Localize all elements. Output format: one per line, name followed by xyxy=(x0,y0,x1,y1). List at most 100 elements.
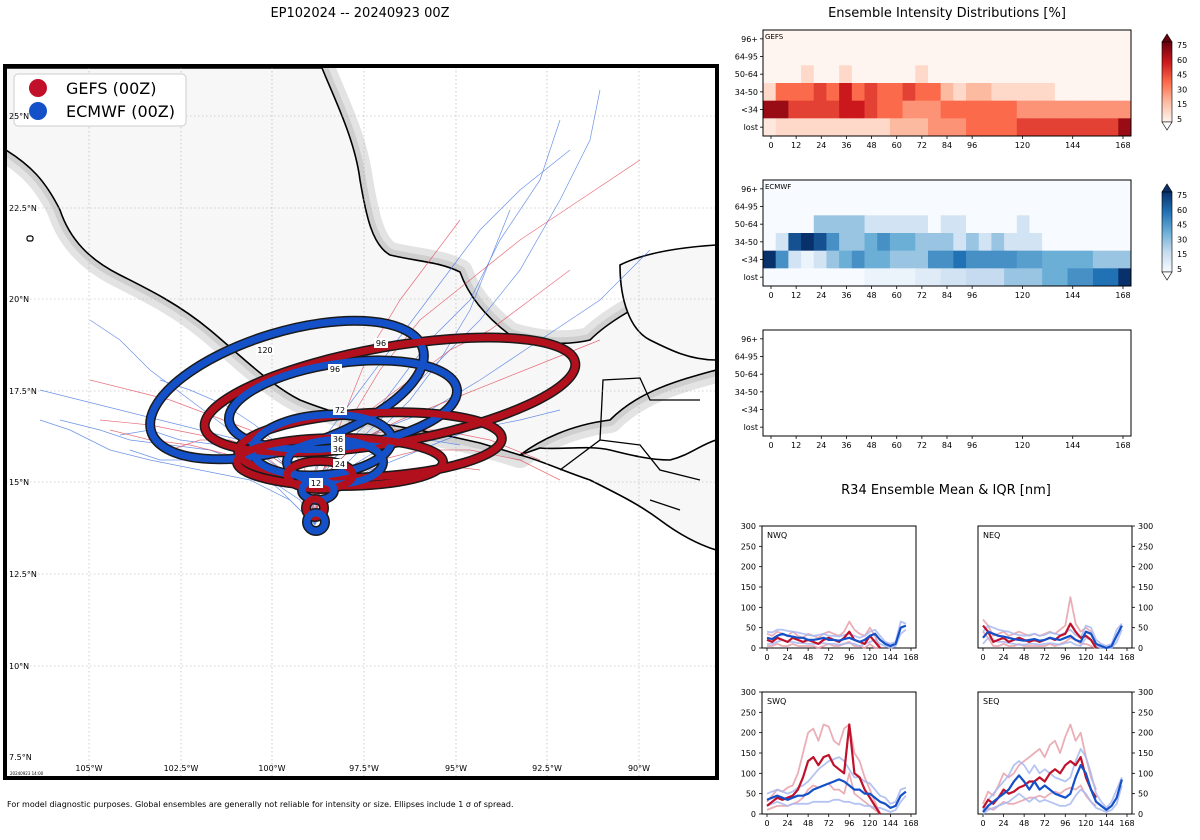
heatmap-cell xyxy=(1054,65,1069,84)
heatmap-x-label: 24 xyxy=(816,141,826,150)
heatmap-x-label: 0 xyxy=(768,291,773,300)
r34-x-label: 144 xyxy=(883,819,898,828)
svg-text:12: 12 xyxy=(311,479,321,488)
r34-y-label: 100 xyxy=(741,603,756,612)
heatmap-cell xyxy=(851,215,866,234)
heatmap-cell xyxy=(966,30,980,49)
r34-x-label: 48 xyxy=(1019,653,1029,662)
heatmap-cell xyxy=(763,65,777,84)
heatmap-cell xyxy=(1016,83,1030,102)
heatmap-panel-gefs: GEFS 96+ 64-95 50-64 34-50 <34 lost 0 12 24 36 48 60… xyxy=(735,29,1187,150)
heatmap-cell xyxy=(966,180,980,199)
heatmap-cell xyxy=(788,83,802,102)
heatmap-cell xyxy=(902,118,916,137)
heatmap-cell xyxy=(775,47,789,66)
r34-frame xyxy=(761,691,917,815)
r34-x-label: 48 xyxy=(803,653,813,662)
mexico-land xyxy=(6,67,716,456)
heatmap-cell xyxy=(953,47,967,66)
heatmap-cell xyxy=(1004,65,1018,84)
colorbar-arrow-top xyxy=(1161,33,1173,43)
legend-marker-ecmwf xyxy=(29,102,47,120)
heatmap-cell xyxy=(953,180,967,199)
heatmap-cell xyxy=(991,215,1005,234)
heatmap-cell xyxy=(1067,250,1081,269)
heatmap-cell xyxy=(1080,180,1094,199)
heatmap-cell xyxy=(953,268,967,287)
heatmap-cell xyxy=(826,180,840,199)
r34-series-ecmwf-q25 xyxy=(982,785,1123,815)
r34-x-label: 96 xyxy=(844,653,854,662)
heatmap-cell xyxy=(813,268,827,287)
heatmap-cell xyxy=(839,30,853,49)
heatmap-cell xyxy=(839,250,853,269)
colorbar-tick-label: 5 xyxy=(1177,115,1182,124)
heatmap-cell xyxy=(1080,47,1094,66)
heatmap-cell xyxy=(978,47,992,66)
heatmap-cell xyxy=(775,233,789,252)
colorbar-tick-label: 15 xyxy=(1177,100,1187,109)
heatmap-row-label: lost xyxy=(744,123,758,132)
heatmap-cell xyxy=(813,118,827,137)
heatmap-cell xyxy=(1105,180,1119,199)
colorbar-tick-label: 60 xyxy=(1177,56,1187,65)
heatmap-cell xyxy=(966,83,980,102)
heatmap-x-label: 96 xyxy=(967,441,977,450)
heatmap-cell xyxy=(940,100,954,119)
heatmap-cell xyxy=(978,180,992,199)
r34-y-label: 250 xyxy=(741,708,756,717)
heatmap-cell xyxy=(1092,100,1107,119)
heatmap-cell xyxy=(826,215,840,234)
heatmap-panel-label: ECMWF xyxy=(765,183,791,191)
heatmap-cell xyxy=(1105,83,1119,102)
heatmap-cell xyxy=(851,197,866,216)
heatmap-cell xyxy=(1080,65,1094,84)
heatmap-cell xyxy=(902,100,916,119)
heatmap-cell xyxy=(1004,180,1018,199)
heatmap-cell xyxy=(953,197,967,216)
heatmap-cell xyxy=(991,268,1005,287)
heatmap-cell xyxy=(1105,118,1119,137)
heatmap-frame xyxy=(762,329,1132,437)
heatmap-cell xyxy=(763,180,777,199)
heatmap-cell xyxy=(889,100,904,119)
r34-y-label: 150 xyxy=(1138,583,1153,592)
heatmap-cell xyxy=(839,83,853,102)
heatmap-cell xyxy=(826,100,840,119)
heatmap-cell xyxy=(1118,215,1132,234)
r34-y-label: 100 xyxy=(1138,769,1153,778)
heatmap-cell xyxy=(889,268,904,287)
svg-text:15°N: 15°N xyxy=(9,478,29,487)
heatmap-x-label: 36 xyxy=(841,141,851,150)
colorbar-arrow-bottom xyxy=(1161,271,1173,281)
r34-x-label: 144 xyxy=(883,653,898,662)
heatmap-cell xyxy=(1042,100,1056,119)
heatmap-cell xyxy=(1042,233,1056,252)
heatmap-cell xyxy=(940,233,954,252)
heatmap-cell xyxy=(1054,47,1069,66)
heatmap-cell xyxy=(826,83,840,102)
r34-y-label: 150 xyxy=(1138,749,1153,758)
heatmap-cell xyxy=(877,197,891,216)
heatmap-cell xyxy=(915,30,929,49)
heatmap-cell xyxy=(813,83,827,102)
heatmap-row-label: 34-50 xyxy=(735,238,758,247)
map-timestamp: 20240923 14:00 xyxy=(10,771,44,776)
r34-panel-label: SEQ xyxy=(983,697,999,706)
heatmap-cell xyxy=(1042,83,1056,102)
heatmap-cell xyxy=(788,268,802,287)
heatmap-cell xyxy=(1080,233,1094,252)
heatmap-cell xyxy=(927,47,942,66)
heatmap-x-label: 60 xyxy=(892,441,902,450)
heatmap-x-label: 72 xyxy=(917,141,927,150)
heatmap-cell xyxy=(851,250,866,269)
heatmap-cell xyxy=(801,250,815,269)
heatmap-cell xyxy=(1118,100,1132,119)
r34-y-label: 300 xyxy=(1138,522,1153,531)
heatmap-row-label: 64-95 xyxy=(735,353,758,362)
r34-y-label: 0 xyxy=(1138,644,1143,653)
r34-y-label: 300 xyxy=(741,688,756,697)
heatmap-cell xyxy=(953,100,967,119)
heatmap-cell xyxy=(902,268,916,287)
heatmap-cell xyxy=(775,30,789,49)
